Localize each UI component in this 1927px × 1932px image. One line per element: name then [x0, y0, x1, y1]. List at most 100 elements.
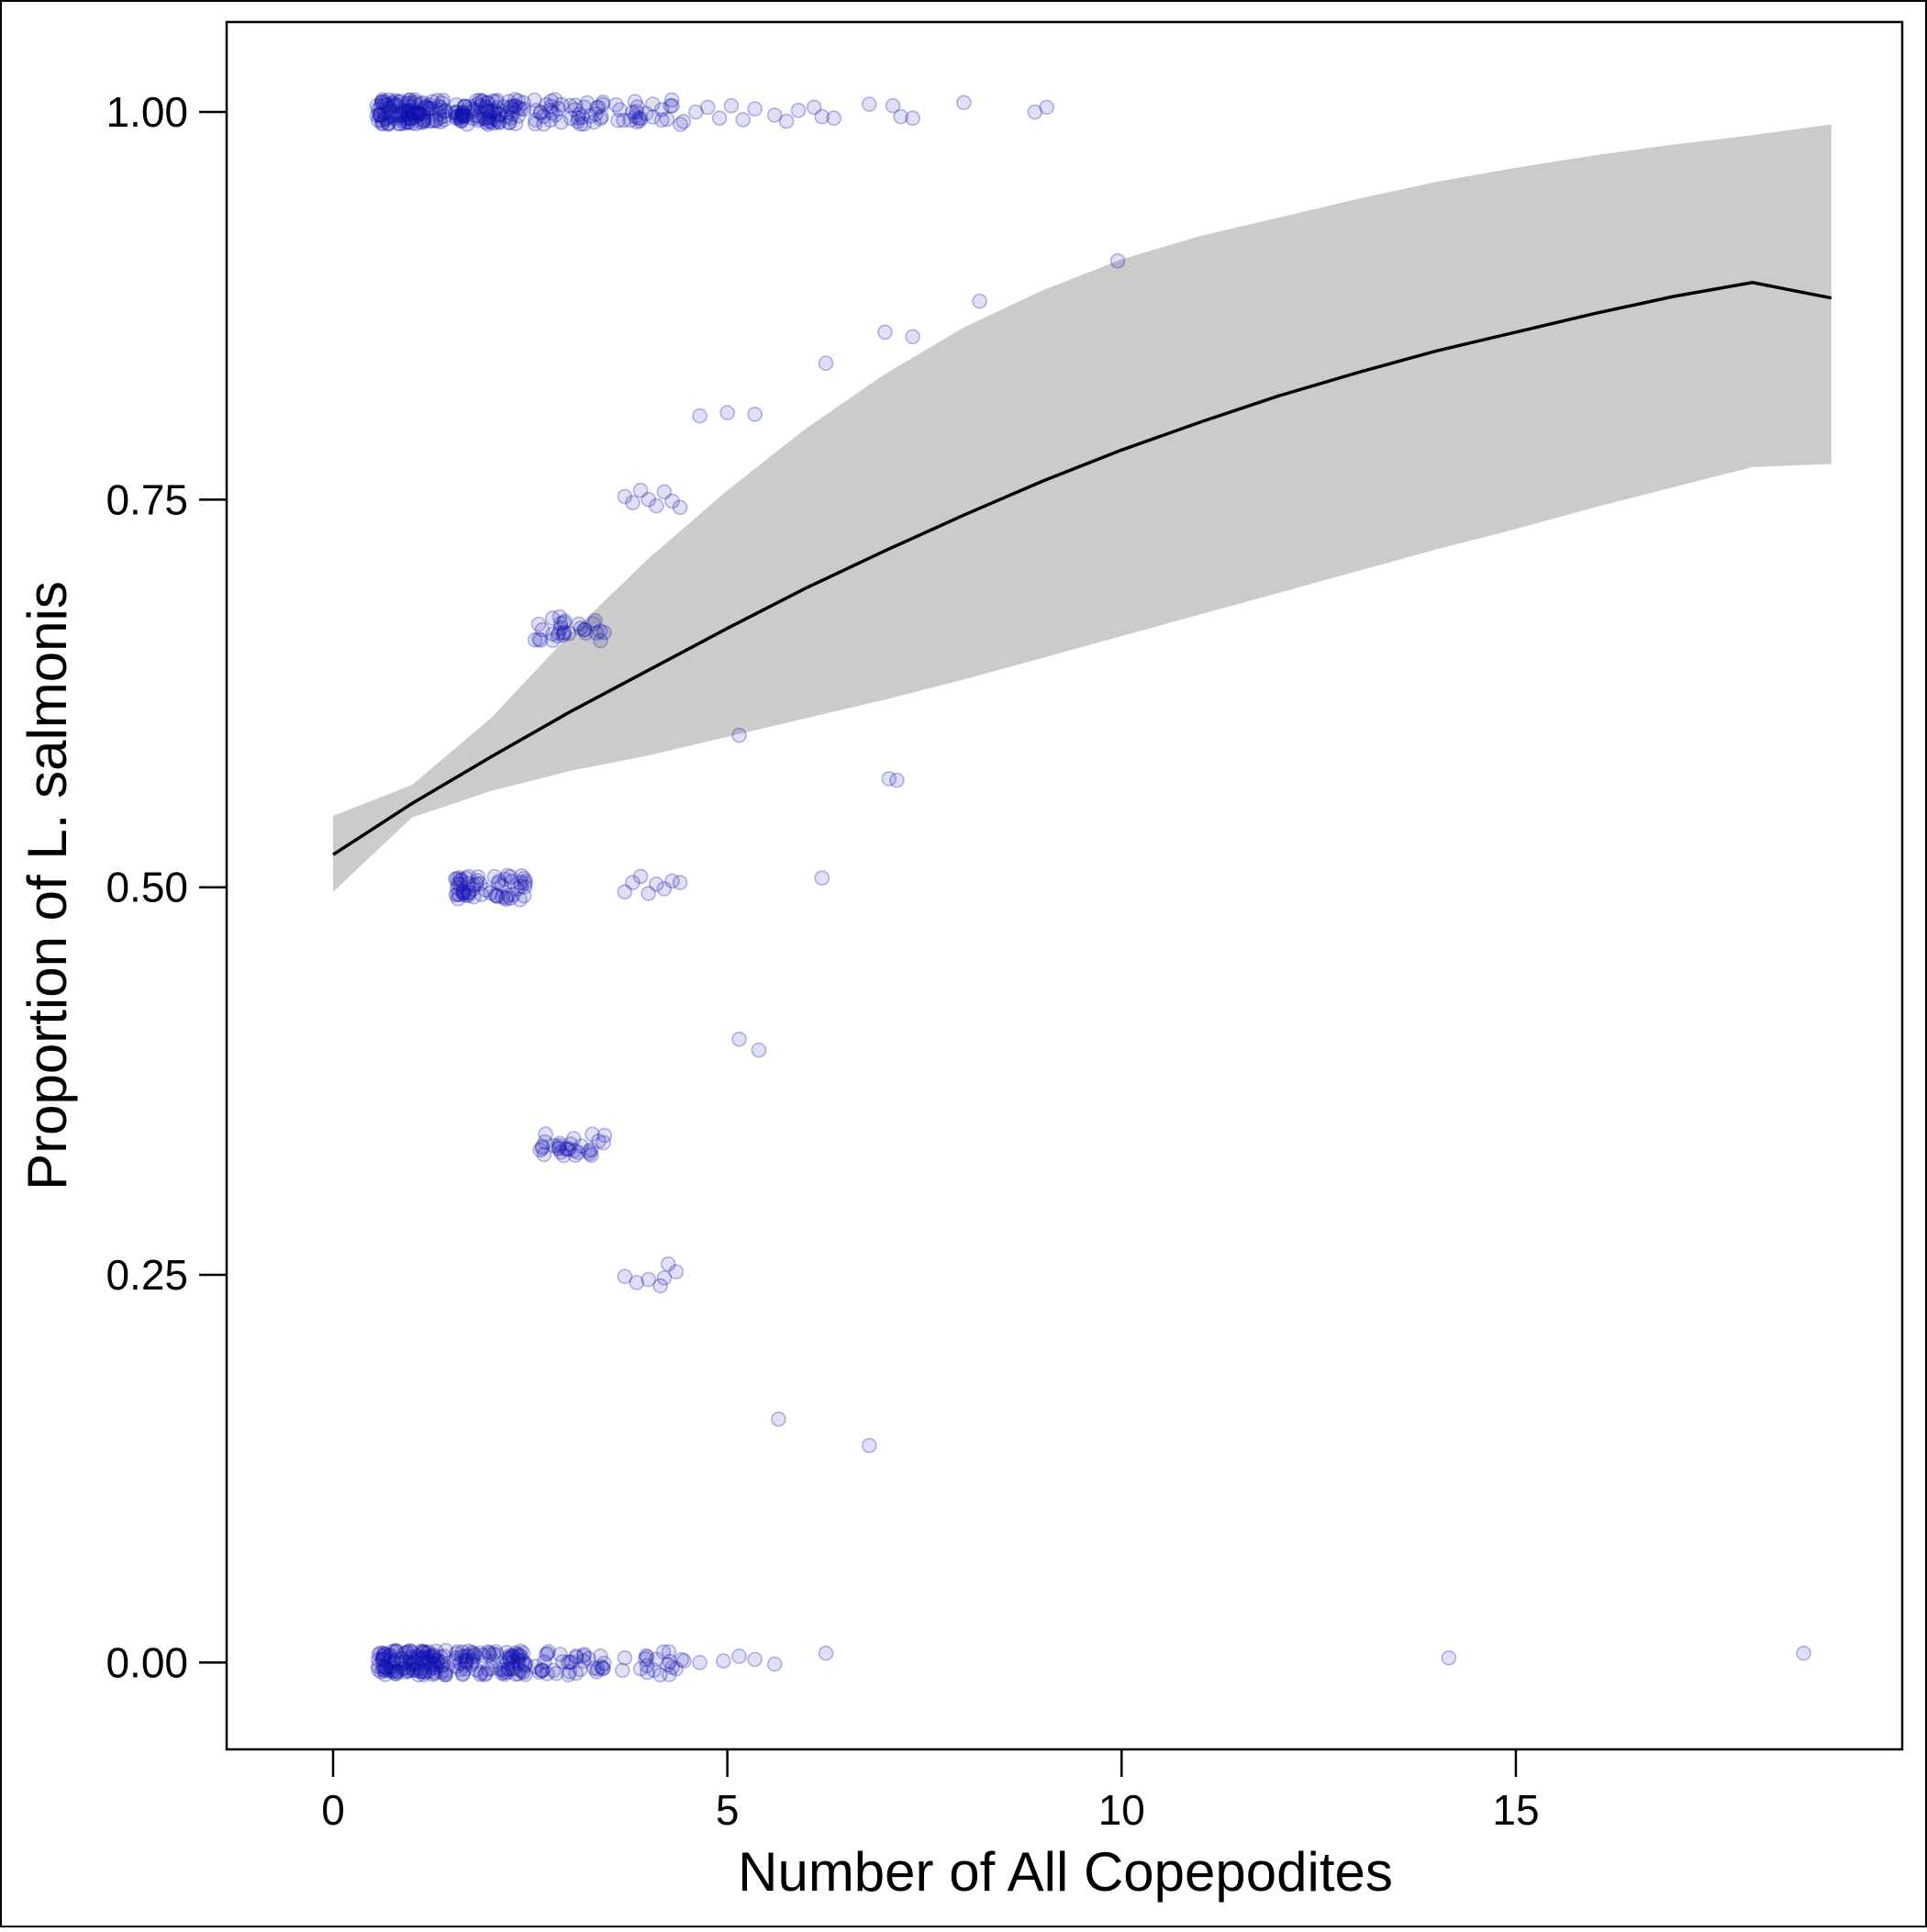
data-point [500, 1661, 516, 1678]
data-point [373, 107, 389, 124]
data-point [562, 1654, 578, 1670]
data-point [372, 107, 388, 123]
data-point [614, 1662, 630, 1679]
data-point [388, 1666, 405, 1681]
data-point [417, 1665, 432, 1681]
data-point [414, 1649, 430, 1666]
data-point [592, 111, 608, 127]
data-point [806, 99, 822, 116]
data-point [407, 1655, 423, 1670]
data-point [536, 1146, 552, 1163]
data-point [457, 99, 473, 115]
data-point [423, 1655, 439, 1670]
x-tick-label: 10 [1098, 1786, 1145, 1834]
data-point [433, 1654, 449, 1670]
data-point [612, 102, 628, 117]
data-point [454, 106, 471, 122]
data-point [510, 1656, 527, 1671]
data-point [492, 107, 508, 123]
data-point [491, 115, 507, 131]
data-point [687, 104, 704, 120]
data-point [457, 98, 473, 115]
data-point [556, 1147, 572, 1164]
data-point [485, 1653, 502, 1670]
data-point [448, 110, 464, 127]
data-point [565, 1131, 582, 1146]
data-point [456, 98, 473, 115]
data-point [639, 1649, 655, 1665]
data-point [498, 889, 514, 906]
data-point [477, 111, 493, 127]
data-point [517, 1656, 533, 1671]
data-point [382, 1648, 397, 1664]
data-point [414, 1650, 429, 1667]
data-point [575, 1653, 592, 1670]
data-point [387, 97, 404, 114]
data-point [570, 110, 586, 127]
data-point [505, 101, 521, 117]
data-point [778, 113, 795, 129]
data-point [861, 1437, 877, 1454]
confidence-ribbon [333, 124, 1832, 892]
data-point [399, 107, 416, 123]
data-point [418, 1664, 434, 1680]
data-point [378, 1647, 394, 1663]
data-point [426, 1647, 442, 1663]
data-point [790, 103, 807, 118]
data-point [451, 107, 467, 124]
data-point [509, 1652, 526, 1668]
data-point [512, 891, 529, 908]
y-tick-label: 1.00 [106, 88, 188, 136]
data-point [378, 111, 395, 127]
data-point [560, 1142, 575, 1157]
data-point [538, 96, 554, 113]
data-point [556, 625, 572, 642]
data-point [515, 1645, 531, 1661]
data-point [672, 499, 688, 516]
data-point [408, 105, 424, 120]
data-point [418, 99, 435, 115]
data-point [584, 1142, 599, 1157]
data-point [425, 1648, 441, 1664]
data-point [400, 106, 417, 121]
data-point [390, 94, 407, 110]
data-point [421, 97, 438, 113]
data-point [617, 488, 633, 505]
data-point [540, 1644, 557, 1659]
data-point [505, 1647, 520, 1664]
data-point [462, 98, 478, 115]
data-point [861, 96, 877, 112]
data-point [425, 1664, 441, 1680]
data-point [552, 1647, 568, 1662]
data-point [593, 632, 608, 649]
data-point [550, 628, 566, 644]
data-point [544, 105, 561, 120]
data-point [539, 1666, 555, 1681]
data-point [405, 1662, 421, 1679]
data-point [553, 96, 570, 113]
data-point [404, 99, 420, 115]
data-point [528, 112, 543, 128]
data-point [397, 1655, 413, 1670]
data-point [646, 1662, 663, 1678]
data-point [402, 1643, 418, 1658]
data-point [377, 106, 393, 121]
data-point [474, 94, 490, 109]
data-point [375, 1661, 392, 1678]
data-point [474, 1647, 491, 1663]
data-point [448, 1658, 464, 1674]
data-point [379, 97, 395, 113]
data-point [469, 873, 485, 888]
data-point [498, 891, 514, 908]
data-point [590, 1134, 607, 1149]
data-point [507, 97, 524, 114]
data-point [543, 98, 560, 115]
data-point [585, 114, 602, 130]
y-tick-label: 0.00 [106, 1638, 188, 1686]
data-point [655, 1644, 672, 1660]
data-point [470, 96, 485, 112]
data-point [487, 111, 504, 127]
data-point [510, 93, 527, 109]
data-point [388, 97, 405, 113]
x-axis-title: Number of All Copepodites [738, 1841, 1393, 1903]
